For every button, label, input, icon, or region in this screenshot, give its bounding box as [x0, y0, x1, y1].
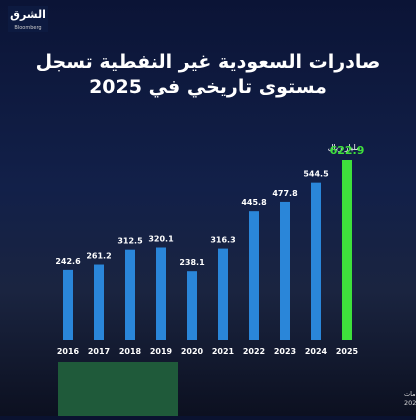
x-tick-label: 2019	[150, 347, 173, 356]
chart-title: صادرات السعودية غير النفطية تسجل	[36, 51, 381, 73]
value-label: 320.1	[148, 235, 174, 244]
note: ملاحظة: البيانات للصادرات غير النفطية ال…	[404, 390, 416, 398]
x-tick-label: 2020	[181, 347, 204, 356]
value-label: 316.3	[210, 236, 235, 245]
bar	[156, 247, 166, 340]
logo-box	[8, 6, 48, 32]
logo: الشرق	[10, 8, 46, 21]
bar	[187, 271, 197, 340]
bar	[342, 160, 352, 340]
x-tick-label: 2021	[212, 347, 235, 356]
x-tick-label: 2018	[119, 347, 142, 356]
bar	[311, 182, 321, 340]
x-tick-label: 2017	[88, 347, 110, 356]
value-label: 238.1	[179, 258, 205, 267]
x-tick-label: 2023	[274, 347, 296, 356]
container-decoration	[58, 362, 178, 416]
bar	[249, 211, 259, 340]
value-label: 261.2	[86, 252, 111, 261]
value-label: 445.8	[241, 198, 267, 207]
x-tick-label: 2024	[305, 347, 328, 356]
source: المصدر: بيانات التقرير السنوي لرؤية السع…	[404, 399, 416, 407]
value-label: 477.8	[272, 189, 298, 198]
x-tick-label: 2022	[243, 347, 265, 356]
value-label: 242.6	[55, 257, 81, 266]
unit-label: مليار ريال	[328, 143, 361, 152]
bar	[63, 269, 73, 340]
x-tick-label: 2025	[336, 347, 359, 356]
bar	[280, 201, 290, 340]
value-label: 312.5	[117, 237, 143, 246]
value-label: 544.5	[303, 170, 329, 179]
x-tick-label: 2016	[57, 347, 80, 356]
bar	[94, 264, 104, 340]
value-label: 622.9	[330, 144, 365, 157]
bar	[218, 248, 228, 340]
logo-sub: Bloomberg	[14, 25, 41, 31]
chart-title: مستوى تاريخي في 2025	[89, 76, 327, 98]
bar	[125, 249, 135, 340]
